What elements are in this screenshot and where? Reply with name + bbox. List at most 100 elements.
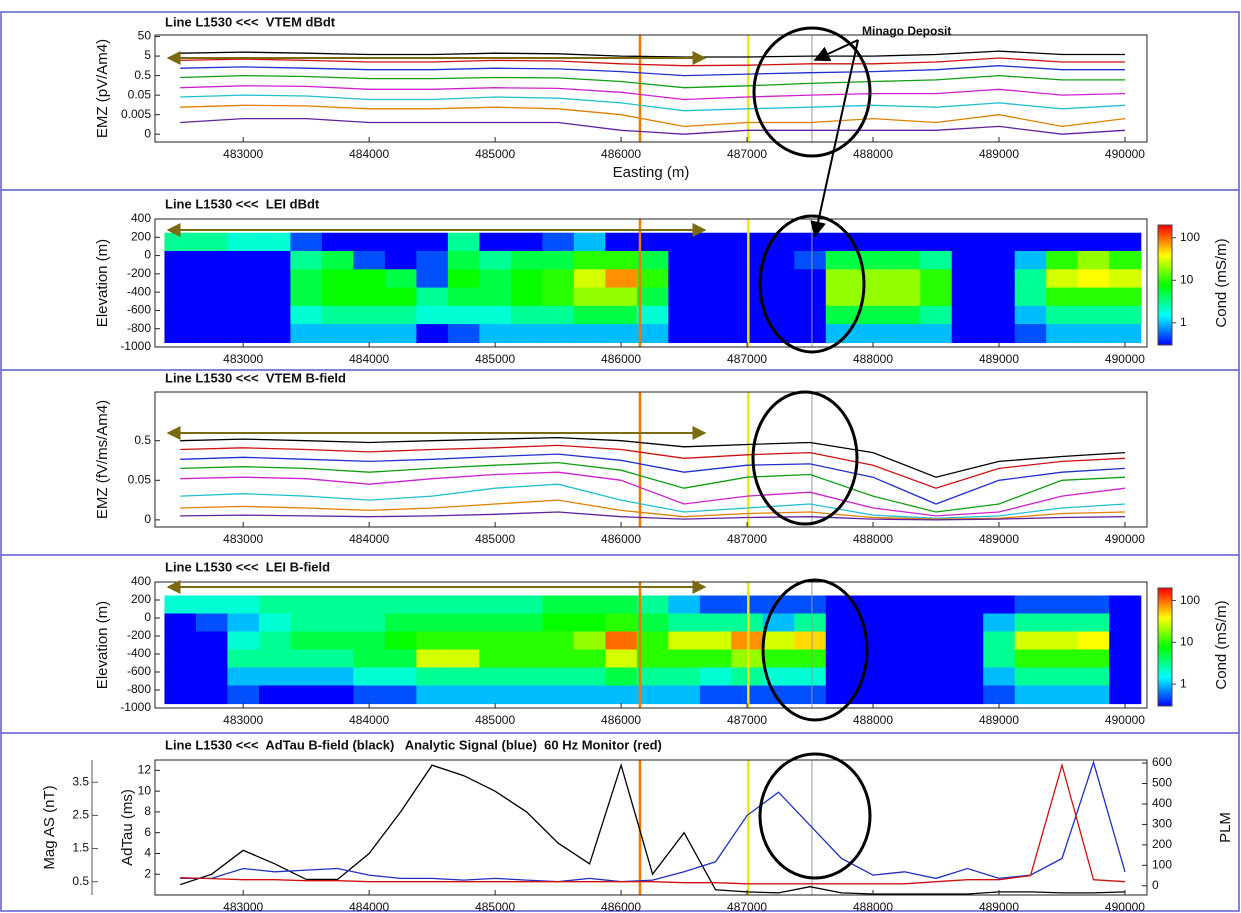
y2-tick-label: 400: [1152, 796, 1172, 810]
y2-tick-label: 500: [1152, 776, 1172, 790]
highlight-ellipse: [758, 214, 866, 354]
y3-tick-label: 1.5: [72, 841, 89, 855]
heat-cell: [668, 631, 701, 651]
colorbar-tick-label: 10: [1180, 635, 1194, 649]
colorbar-segment: [1158, 343, 1172, 346]
data-line: [180, 104, 1126, 128]
colorbar-segment: [1158, 303, 1172, 306]
colorbar-segment: [1158, 619, 1172, 622]
heat-cell: [290, 613, 323, 633]
heat-cell: [920, 305, 953, 325]
heat-cell: [258, 287, 292, 307]
heat-cell: [857, 631, 890, 651]
heat-cell: [762, 631, 795, 651]
heat-cell: [164, 251, 197, 270]
colorbar-segment: [1158, 684, 1172, 687]
heat-cell: [1046, 251, 1079, 270]
y3-axis-label: Mag AS (nT): [41, 785, 58, 869]
y-tick-label: -600: [127, 664, 151, 678]
colorbar-segment: [1158, 647, 1172, 650]
heat-cell: [447, 595, 480, 615]
heat-cell: [416, 631, 449, 651]
heat-cell: [321, 269, 354, 289]
heat-cell: [857, 305, 890, 325]
colorbar-segment: [1158, 227, 1172, 230]
y-tick-label: 4: [144, 846, 151, 860]
colorbar-segment: [1158, 690, 1172, 693]
heat-cell: [195, 595, 229, 615]
heat-cell: [227, 324, 260, 344]
heat-cell: [290, 649, 323, 669]
colorbar-tick-label: 1: [1180, 315, 1187, 329]
heat-cell: [542, 631, 575, 651]
y3-tick-label: 3.5: [72, 774, 89, 788]
heat-cell: [668, 685, 701, 705]
annotation: Minago Deposit: [862, 24, 951, 38]
colorbar-segment: [1158, 692, 1172, 695]
heat-cell: [888, 631, 921, 651]
heat-cell: [542, 667, 575, 687]
heat-cell: [605, 251, 638, 270]
heat-cell: [794, 649, 827, 669]
heat-cell: [321, 324, 354, 344]
heat-cell: [353, 305, 386, 325]
colorbar-segment: [1158, 654, 1172, 658]
plot-area: [164, 582, 1142, 708]
x-tick-label: 490000: [1105, 900, 1145, 913]
heat-cell: [920, 232, 953, 252]
heat-cell: [384, 685, 417, 705]
heat-cell: [920, 595, 953, 615]
heat-cell: [258, 595, 292, 615]
heat-cell: [510, 667, 543, 687]
plot-frame: [154, 391, 1148, 528]
heat-cell: [510, 232, 543, 252]
data-line: [180, 85, 1126, 101]
heat-cell: [510, 305, 543, 325]
colorbar-segment: [1158, 666, 1172, 670]
heat-cell: [195, 251, 229, 270]
heat-cell: [983, 685, 1016, 705]
heat-cell: [447, 631, 480, 651]
heat-cell: [1014, 595, 1047, 615]
heat-cell: [857, 287, 890, 307]
y-axis-label: Elevation (m): [94, 601, 111, 689]
heat-cell: [668, 251, 701, 270]
heat-cell: [888, 287, 921, 307]
heat-cell: [258, 667, 292, 687]
heat-cell: [542, 232, 575, 252]
plot-frame: [154, 759, 1148, 896]
heat-cell: [951, 613, 984, 633]
panel-title: Line L1530 <<< VTEM dBdt: [165, 14, 336, 29]
x-tick-label: 485000: [475, 147, 515, 161]
colorbar-segment: [1158, 678, 1172, 681]
y-axis-label: AdTau (ms): [119, 789, 136, 866]
heat-cell: [1109, 613, 1142, 633]
frame: [0, 11, 1240, 912]
heat-cell: [195, 649, 229, 669]
x-axis-label: Easting (m): [613, 164, 690, 181]
colorbar-segment: [1158, 631, 1172, 634]
data-line: [180, 94, 1126, 112]
heat-cell: [1014, 685, 1047, 705]
x-tick-label: 485000: [475, 352, 515, 366]
heat-cell: [227, 631, 260, 651]
colorbar-segment: [1158, 321, 1172, 324]
heat-cell: [920, 287, 953, 307]
colorbar-segment: [1158, 629, 1172, 632]
heat-cell: [888, 269, 921, 289]
x-tick-label: 490000: [1105, 532, 1145, 546]
y2-tick-label: 200: [1152, 837, 1172, 851]
heat-cell: [951, 667, 984, 687]
heat-cell: [479, 667, 512, 687]
heat-cell: [1046, 324, 1079, 344]
heat-cell: [321, 251, 354, 270]
x-tick-label: 489000: [979, 532, 1019, 546]
heat-cell: [888, 324, 921, 344]
heat-cell: [1109, 269, 1142, 289]
colorbar-segment: [1158, 289, 1172, 292]
x-tick-label: 483000: [223, 352, 263, 366]
heat-cell: [353, 595, 386, 615]
heat-cell: [888, 305, 921, 325]
heat-cell: [794, 613, 827, 633]
heat-cell: [1109, 685, 1142, 705]
